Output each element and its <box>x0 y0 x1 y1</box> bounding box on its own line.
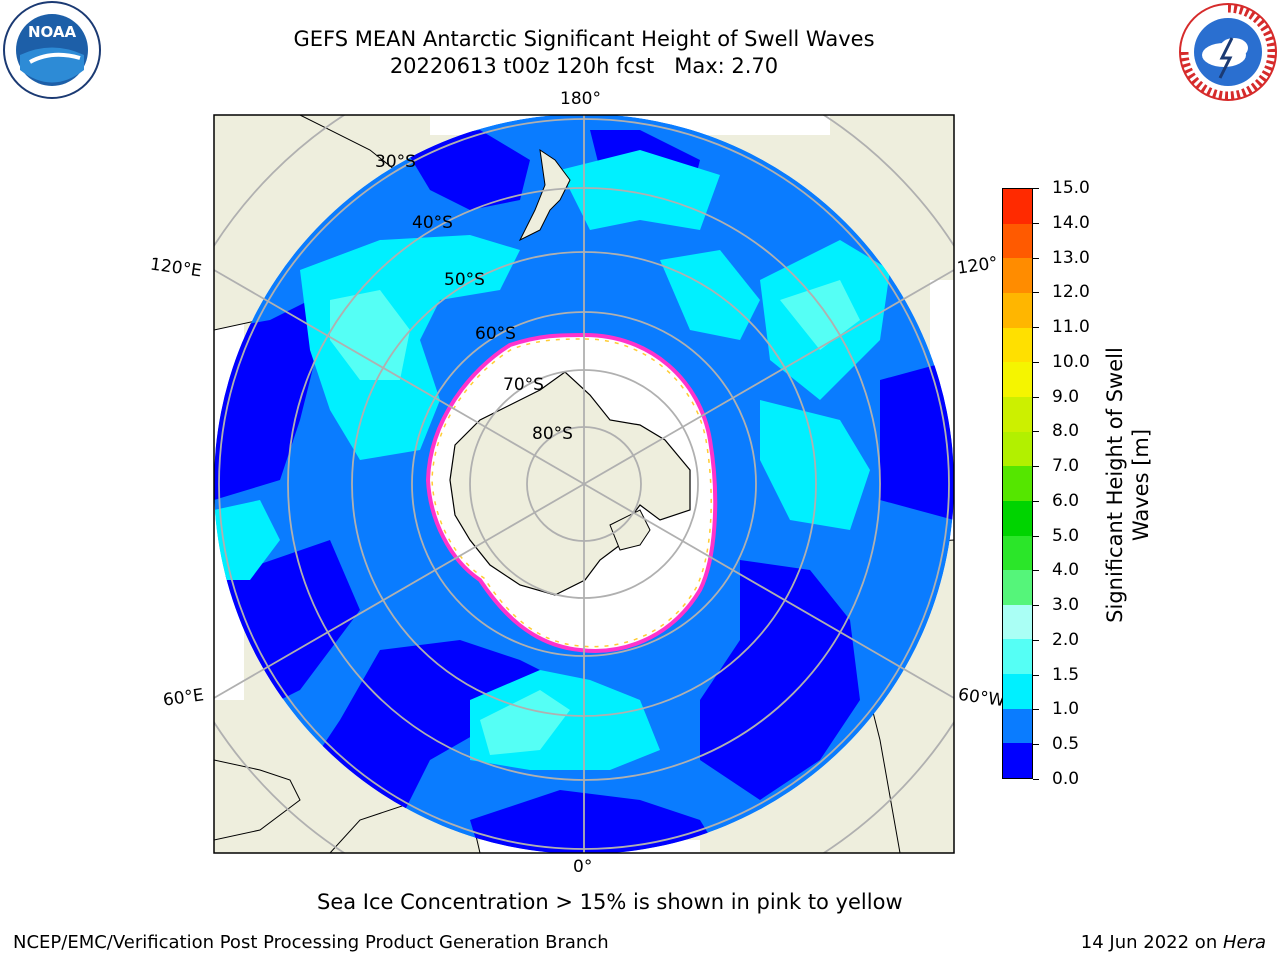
chart-subtitle: 20220613 t00z 120h fcst Max: 2.70 <box>389 54 779 78</box>
colorbar-tick-label: 15.0 <box>1052 178 1090 198</box>
colorbar <box>1002 188 1033 779</box>
lat-label-80s: 80°S <box>532 424 573 444</box>
colorbar-tick-label: 0.0 <box>1052 769 1080 789</box>
colorbar-tick-mark <box>1033 535 1039 537</box>
lat-label-70s: 70°S <box>503 375 544 395</box>
noaa-logo: NOAA <box>3 1 101 99</box>
colorbar-tick-mark <box>1033 570 1039 572</box>
colorbar-tick-mark <box>1033 431 1039 433</box>
colorbar-tick-label: 14.0 <box>1052 212 1090 233</box>
lat-label-30s: 30°S <box>375 152 416 172</box>
colorbar-tick-mark <box>1033 257 1039 259</box>
colorbar-label: Significant Height of Swell Waves [m] <box>1103 347 1153 623</box>
lat-label-60s: 60°S <box>475 324 516 344</box>
colorbar-segment <box>1003 189 1032 224</box>
colorbar-tick-mark <box>1033 639 1039 641</box>
colorbar-tick-label: 13.0 <box>1052 247 1090 268</box>
caption: Sea Ice Concentration > 15% is shown in … <box>317 890 903 914</box>
colorbar-segment <box>1003 327 1032 363</box>
colorbar-segment <box>1003 431 1032 467</box>
colorbar-tick-label: 8.0 <box>1052 421 1080 442</box>
colorbar-segment <box>1003 466 1032 501</box>
colorbar-segment <box>1003 708 1032 744</box>
colorbar-tick-mark <box>1033 744 1039 746</box>
lon-label-180: 180° <box>560 89 601 109</box>
colorbar-tick-mark <box>1033 605 1039 607</box>
colorbar-tick-label: 5.0 <box>1052 525 1080 546</box>
lat-label-50s: 50°S <box>444 270 485 290</box>
footer-right: 14 Jun 2022 on Hera <box>1081 932 1266 953</box>
colorbar-segment <box>1003 570 1032 605</box>
chart-title: GEFS MEAN Antarctic Significant Height o… <box>293 27 875 51</box>
colorbar-segment <box>1003 396 1032 432</box>
colorbar-tick-mark <box>1033 292 1039 294</box>
colorbar-segment <box>1003 362 1032 397</box>
colorbar-tick-label: 1.0 <box>1052 699 1080 720</box>
colorbar-tick-label: 2.0 <box>1052 629 1080 650</box>
colorbar-segment <box>1003 604 1032 640</box>
colorbar-tick-mark <box>1033 500 1039 502</box>
svg-text:NOAA: NOAA <box>28 23 77 41</box>
colorbar-tick-label: 12.0 <box>1052 282 1090 303</box>
colorbar-tick-mark <box>1033 327 1039 329</box>
colorbar-segment <box>1003 639 1032 675</box>
colorbar-segment <box>1003 535 1032 571</box>
colorbar-segment <box>1003 743 1032 778</box>
footer-date: 14 Jun 2022 on <box>1080 932 1223 953</box>
lon-label-0: 0° <box>573 857 593 877</box>
colorbar-tick-mark <box>1033 709 1039 711</box>
colorbar-tick-label: 6.0 <box>1052 490 1080 511</box>
colorbar-tick-label: 10.0 <box>1052 351 1090 372</box>
colorbar-tick-label: 9.0 <box>1052 386 1080 407</box>
lat-label-40s: 40°S <box>412 213 453 233</box>
colorbar-tick-mark <box>1033 779 1039 780</box>
colorbar-tick-mark <box>1033 674 1039 676</box>
colorbar-tick-mark <box>1033 396 1039 398</box>
colorbar-tick-label: 11.0 <box>1052 317 1090 338</box>
colorbar-tick-label: 4.0 <box>1052 560 1080 581</box>
colorbar-segment <box>1003 293 1032 328</box>
colorbar-tick-mark <box>1033 361 1039 363</box>
colorbar-tick-mark <box>1033 222 1039 224</box>
footer-machine: Hera <box>1222 932 1266 953</box>
colorbar-tick-label: 3.0 <box>1052 595 1080 616</box>
nws-logo <box>1179 3 1277 101</box>
colorbar-tick-label: 0.5 <box>1052 734 1080 755</box>
colorbar-tick-label: 7.0 <box>1052 456 1080 477</box>
colorbar-tick-mark <box>1033 466 1039 468</box>
footer-left: NCEP/EMC/Verification Post Processing Pr… <box>13 932 609 953</box>
colorbar-tick-mark <box>1033 188 1039 189</box>
colorbar-segment <box>1003 500 1032 536</box>
colorbar-segment <box>1003 674 1032 709</box>
colorbar-tick-label: 1.5 <box>1052 664 1080 685</box>
colorbar-segment <box>1003 258 1032 294</box>
colorbar-segment <box>1003 223 1032 259</box>
